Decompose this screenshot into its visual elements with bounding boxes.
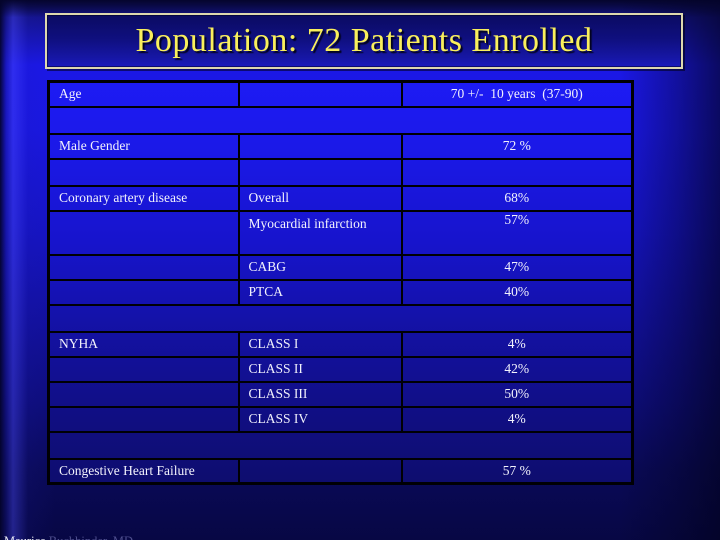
- cell-subcategory: [237, 157, 403, 187]
- cell-subcategory: CLASS I: [237, 330, 403, 358]
- table-spacer-row: [47, 157, 634, 187]
- table-row: CLASS III 50%: [47, 380, 634, 408]
- title-box: Population: 72 Patients Enrolled: [45, 13, 683, 69]
- cell-category: [47, 405, 240, 433]
- spacer-cell: [47, 105, 634, 135]
- cell-subcategory: CABG: [237, 253, 403, 281]
- cell-value: 50%: [400, 380, 634, 408]
- table-row: CLASS II 42%: [47, 355, 634, 383]
- cell-subcategory: [237, 132, 403, 160]
- table-row: Congestive Heart Failure 57 %: [47, 457, 634, 485]
- table-spacer-row: [47, 105, 634, 135]
- cell-value: 4%: [400, 405, 634, 433]
- cell-subcategory: [237, 80, 403, 108]
- table-row: PTCA 40%: [47, 278, 634, 306]
- cell-value: 70 +/- 10 years (37-90): [400, 80, 634, 108]
- cell-subcategory: Myocardial infarction: [237, 209, 403, 256]
- slide-title: Population: 72 Patients Enrolled: [135, 22, 593, 59]
- credit-author-name: Maurice: [4, 534, 49, 540]
- table-row: Coronary artery disease Overall 68%: [47, 184, 634, 212]
- table-spacer-row: [47, 430, 634, 460]
- cell-value: 57%: [400, 209, 634, 256]
- cell-subcategory: PTCA: [237, 278, 403, 306]
- table-spacer-row: [47, 303, 634, 333]
- cell-subcategory: [237, 457, 403, 485]
- cell-value: 68%: [400, 184, 634, 212]
- cell-value: 42%: [400, 355, 634, 383]
- table-row: Male Gender 72 %: [47, 132, 634, 160]
- cell-subcategory: Overall: [237, 184, 403, 212]
- cell-subcategory: CLASS IV: [237, 405, 403, 433]
- credit-author-line: Maurice Buchbinder, MD: [4, 533, 208, 540]
- spacer-cell: [47, 430, 634, 460]
- cell-category: [47, 209, 240, 256]
- cell-category: Congestive Heart Failure: [47, 457, 240, 485]
- cell-category: [47, 355, 240, 383]
- cell-value: 4%: [400, 330, 634, 358]
- credit-author-name-dim: Buchbinder, MD: [49, 534, 133, 540]
- population-table: Age 70 +/- 10 years (37-90) Male Gender 72 …: [47, 80, 634, 485]
- cell-category: NYHA: [47, 330, 240, 358]
- cell-subcategory: CLASS III: [237, 380, 403, 408]
- table-row: Age 70 +/- 10 years (37-90): [47, 80, 634, 108]
- cell-value: 40%: [400, 278, 634, 306]
- table-row: CLASS IV 4%: [47, 405, 634, 433]
- spacer-cell: [47, 303, 634, 333]
- cell-category: [47, 278, 240, 306]
- cell-subcategory: CLASS II: [237, 355, 403, 383]
- cell-value: 47%: [400, 253, 634, 281]
- cell-category: [47, 380, 240, 408]
- cell-category: [47, 253, 240, 281]
- cell-value: 72 %: [400, 132, 634, 160]
- cell-value: 57 %: [400, 457, 634, 485]
- cell-category: Age: [47, 80, 240, 108]
- cell-value: [400, 157, 634, 187]
- table-row: CABG 47%: [47, 253, 634, 281]
- table-row: Myocardial infarction 57%: [47, 209, 634, 256]
- table-row: NYHA CLASS I 4%: [47, 330, 634, 358]
- cell-category: Male Gender: [47, 132, 240, 160]
- credit-block: Maurice Buchbinder, MD Foundation for Ca…: [4, 500, 208, 540]
- cell-category: [47, 157, 240, 187]
- population-table-body: Age 70 +/- 10 years (37-90) Male Gender 72 …: [47, 80, 634, 485]
- cell-category: Coronary artery disease: [47, 184, 240, 212]
